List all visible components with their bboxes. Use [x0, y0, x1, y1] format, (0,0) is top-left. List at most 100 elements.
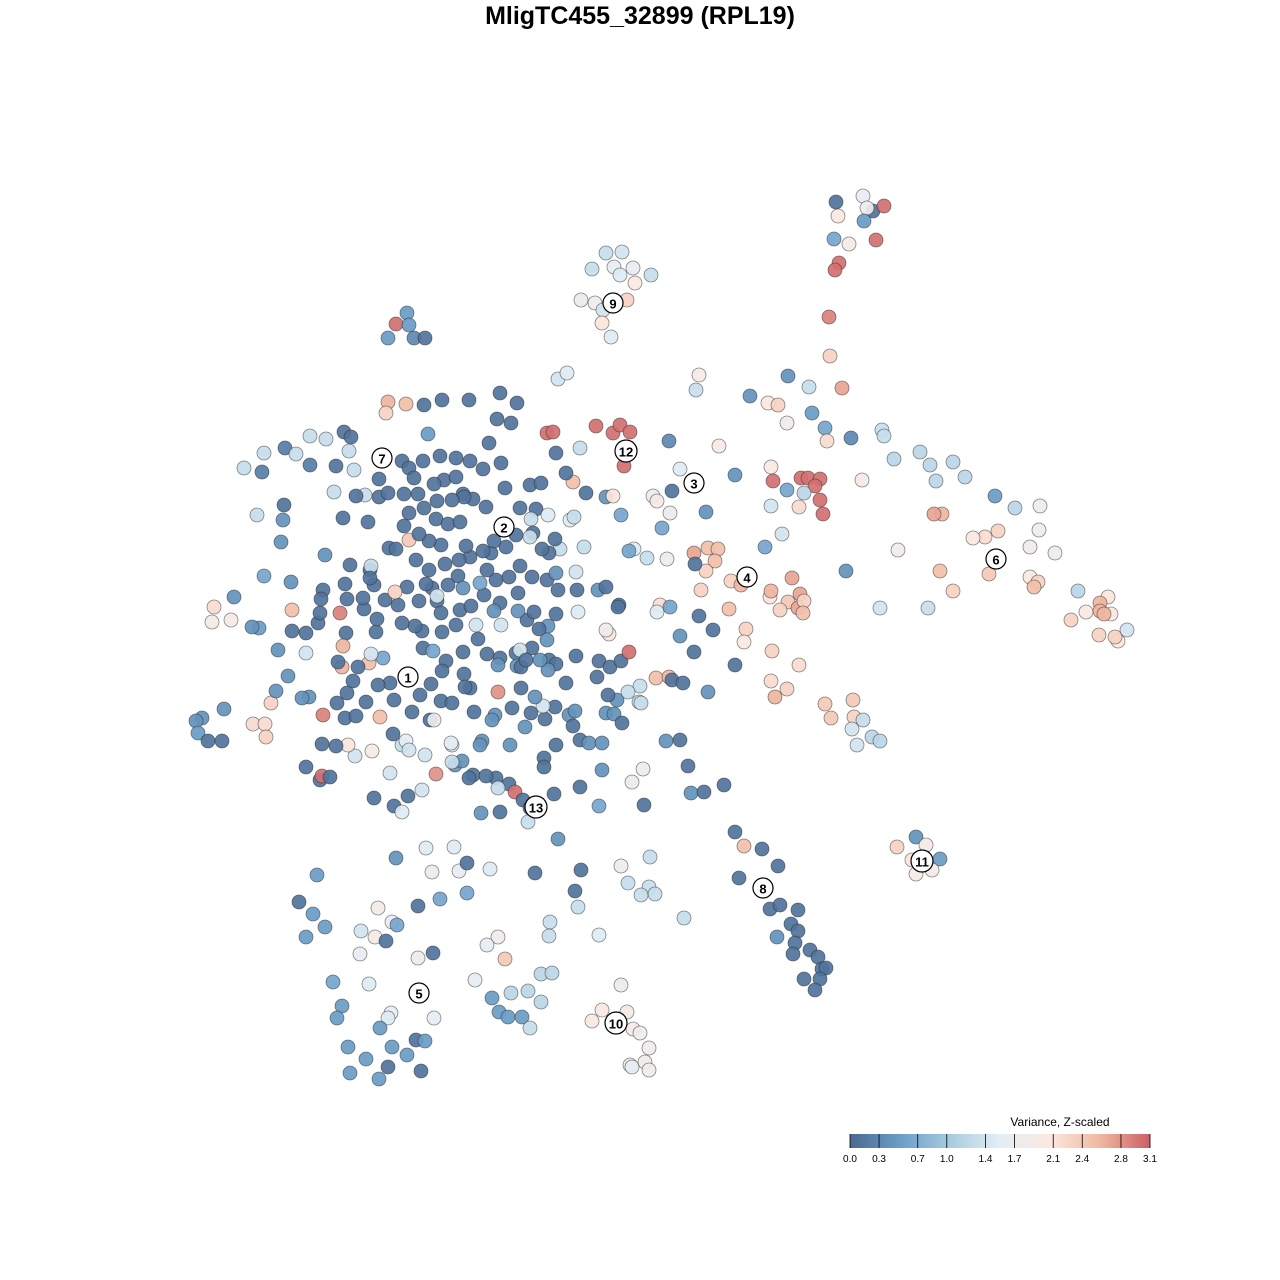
cell-point: [779, 681, 795, 697]
cell-point: [366, 790, 382, 806]
cell-point: [547, 531, 563, 547]
cell-point: [698, 504, 714, 520]
cell-point: [632, 678, 648, 694]
cell-point: [845, 692, 861, 708]
cell-point: [330, 654, 346, 670]
cell-point: [594, 762, 610, 778]
cell-point: [763, 498, 779, 514]
cluster-marker: [683, 472, 705, 494]
cell-point: [414, 782, 430, 798]
legend-tick-label: 1.7: [1008, 1154, 1022, 1165]
cell-point: [804, 405, 820, 421]
cell-point: [424, 864, 440, 880]
cluster-marker: [493, 516, 515, 538]
cell-point: [1107, 629, 1123, 645]
cell-point: [339, 685, 355, 701]
cell-point: [522, 1020, 538, 1036]
cell-point: [343, 429, 359, 445]
cell-point: [314, 736, 330, 752]
cell-point: [603, 329, 619, 345]
cell-point: [817, 420, 833, 436]
cell-point: [371, 471, 387, 487]
cell-point: [448, 450, 464, 466]
cell-point: [482, 861, 498, 877]
cell-point: [400, 788, 416, 804]
cell-point: [388, 316, 404, 332]
cell-point: [280, 668, 296, 684]
cell-point: [475, 461, 491, 477]
cell-point: [632, 1025, 648, 1041]
cell-point: [378, 405, 394, 421]
cell-point: [545, 424, 561, 440]
cell-point: [672, 461, 688, 477]
legend-tick-label: 1.0: [940, 1154, 954, 1165]
cell-point: [372, 1020, 388, 1036]
cell-point: [1096, 606, 1112, 622]
cell-point: [827, 262, 843, 278]
cell-point: [868, 232, 884, 248]
cell-point: [795, 605, 811, 621]
legend-tick-label: 2.1: [1046, 1154, 1060, 1165]
cell-point: [523, 705, 539, 721]
cell-point: [859, 200, 875, 216]
cell-point: [394, 804, 410, 820]
cluster-number: 7: [378, 452, 385, 467]
cell-point: [364, 743, 380, 759]
cell-point: [298, 929, 314, 945]
cell-point: [473, 805, 489, 821]
cell-point: [425, 945, 441, 961]
cell-point: [572, 779, 588, 795]
cluster-marker: [736, 566, 758, 588]
cluster-marker: [910, 849, 934, 873]
cell-point: [390, 597, 406, 613]
cell-point: [621, 543, 637, 559]
cell-point: [345, 673, 361, 689]
cell-point: [819, 433, 835, 449]
cell-point: [377, 592, 393, 608]
cell-point: [736, 838, 752, 854]
cluster-number: 10: [609, 1017, 623, 1032]
cell-point: [854, 472, 870, 488]
cell-point: [309, 867, 325, 883]
cell-point: [256, 445, 272, 461]
cell-point: [584, 1013, 600, 1029]
cell-point: [610, 599, 626, 615]
cell-point: [312, 605, 328, 621]
cell-point: [627, 275, 643, 291]
cell-point: [417, 747, 433, 763]
cell-point: [446, 839, 462, 855]
cluster-marker: [602, 292, 624, 314]
cell-point: [581, 735, 597, 751]
cell-point: [834, 380, 850, 396]
cluster-marker: [524, 795, 548, 819]
cell-point: [404, 704, 420, 720]
cell-point: [428, 766, 444, 782]
cell-point: [1007, 500, 1023, 516]
legend-tick-label: 0.3: [872, 1154, 886, 1165]
cell-point: [426, 1010, 442, 1026]
cell-point: [443, 735, 459, 751]
cell-point: [550, 582, 566, 598]
cell-point: [341, 443, 357, 459]
cell-point: [817, 696, 833, 712]
cell-point: [298, 625, 314, 641]
cell-point: [784, 570, 800, 586]
cell-point: [763, 583, 779, 599]
cell-point: [481, 435, 497, 451]
cell-point: [380, 330, 396, 346]
cell-point: [769, 929, 785, 945]
cell-point: [536, 759, 552, 775]
cluster-label-9: 9: [602, 292, 624, 314]
cell-point: [275, 512, 291, 528]
cell-point: [268, 683, 284, 699]
cell-point: [479, 646, 495, 662]
cell-point: [380, 1059, 396, 1075]
cell-point: [641, 1062, 657, 1078]
cell-point: [492, 385, 508, 401]
cell-point: [796, 971, 812, 987]
cell-point: [418, 840, 434, 856]
cell-point: [662, 505, 678, 521]
cell-point: [928, 473, 944, 489]
cell-point: [385, 726, 401, 742]
cell-point: [298, 645, 314, 661]
